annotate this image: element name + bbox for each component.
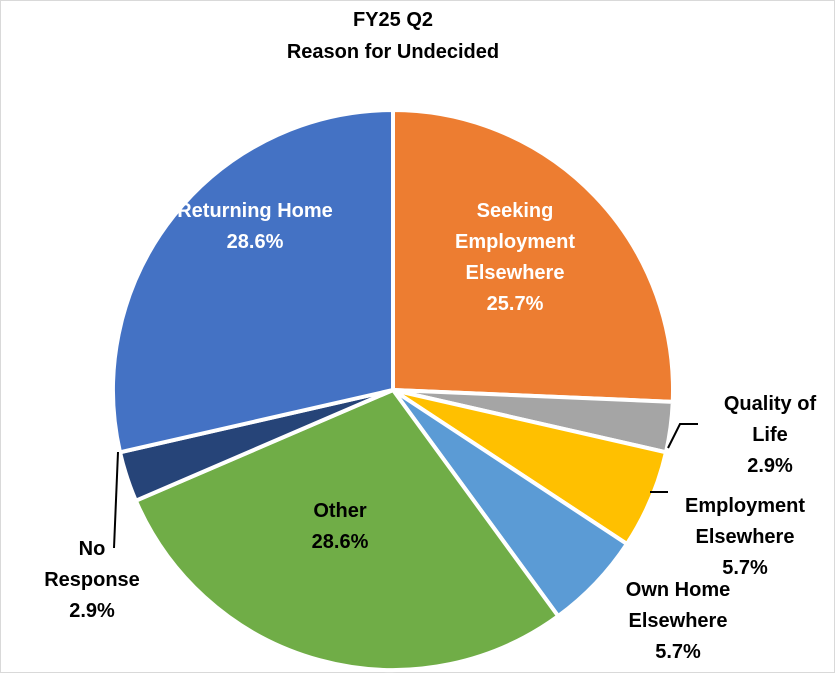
value-label: 5.7% [655,641,701,663]
pie-slice [133,387,561,672]
value-label: 28.6% [312,531,369,553]
slice-label: Other [313,500,367,522]
value-label: 2.9% [747,455,793,477]
slice-label: Quality of Life [724,393,817,446]
label-line: No [79,538,106,560]
slice-label: Seeking Employment Elsewhere [455,200,575,284]
slice-label: Returning Home [177,200,333,222]
value-label: 5.7% [722,557,768,579]
label-line: Elsewhere [629,610,728,632]
value-label: 28.6% [227,231,284,253]
label-line: Elsewhere [466,262,565,284]
slice-label: No Response [44,538,140,591]
leader-line [667,423,698,449]
label-line: Elsewhere [696,526,795,548]
pie-slice [111,107,395,455]
label-line: Employment [685,495,805,517]
chart-title: FY25 Q2 [353,9,433,31]
value-label: 2.9% [69,600,115,622]
chart-subtitle: Reason for Undecided [287,41,499,63]
slice-label: Employment Elsewhere [685,495,805,548]
label-line: Quality of [724,393,817,415]
pie-slice [391,107,675,404]
label-line: Other [313,500,367,522]
label-line: Response [44,569,140,591]
value-label: 25.7% [487,293,544,315]
label-line: Own Home [626,579,730,601]
label-line: Returning Home [177,200,333,222]
label-line: Employment [455,231,575,253]
slice-label: Own Home Elsewhere [626,579,730,632]
label-line: Seeking [477,200,554,222]
leader-line [113,451,119,549]
label-line: Life [752,424,788,446]
